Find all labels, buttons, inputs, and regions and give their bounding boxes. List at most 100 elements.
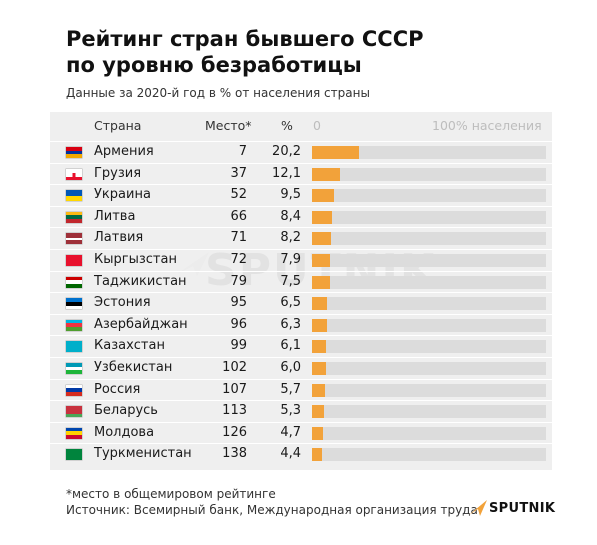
bar-track [312,297,546,311]
row-divider [50,313,552,315]
row-divider [50,270,552,272]
flag-uzbekistan-icon [66,363,82,374]
bar-track [312,426,546,440]
bar-track [312,362,546,375]
world-rank: 7 [238,144,247,159]
bar [312,448,323,462]
logo-text: SPUTNIK [489,501,556,516]
bar [312,275,330,289]
bar-track [312,340,546,354]
country-name: Туркменистан [94,446,192,462]
table-row: Казахстан 99 6,1 [0,336,597,357]
flag-kyrgyzstan-icon [66,255,82,266]
bar [312,146,360,159]
flag-estonia-icon [66,298,82,310]
country-name: Беларусь [94,403,158,419]
row-divider [50,205,552,207]
flag-lithuania-icon [66,211,82,223]
unemployment-percent: 5,3 [280,403,301,419]
row-divider [50,184,552,186]
bar-track [312,210,546,224]
row-divider [50,400,552,402]
flag-belarus-icon [66,406,82,418]
world-rank: 95 [230,295,247,311]
unemployment-percent: 5,7 [280,381,301,397]
country-name: Узбекистан [94,360,173,375]
unemployment-percent: 4,4 [280,446,301,462]
row-divider [50,141,552,142]
bar [312,167,341,181]
table-row: Таджикистан 79 7,5 [0,272,597,293]
bar [312,405,325,419]
country-name: Армения [94,144,154,159]
country-name: Казахстан [94,338,165,354]
bar [312,426,323,440]
header-place: Место* [205,118,252,133]
table-row: Туркменистан 138 4,4 [0,444,597,465]
flag-azerbaijan-icon [66,319,82,331]
table-row: Кыргызстан 72 7,9 [0,250,597,271]
world-rank: 126 [222,424,247,440]
world-rank: 66 [230,208,247,224]
bar [312,210,332,224]
unemployment-percent: 7,9 [280,252,301,267]
chart-title: Рейтинг стран бывшего СССР по уровню без… [66,26,424,78]
flag-armenia-icon [66,147,82,158]
flag-georgia-icon [66,168,82,180]
flag-latvia-icon [66,233,82,245]
country-name: Таджикистан [94,273,187,289]
bar [312,254,331,267]
bar [312,232,332,246]
row-divider [50,357,552,358]
country-name: Литва [94,208,136,224]
bar-track [312,254,546,267]
row-divider [50,162,552,164]
bar-track [312,167,546,181]
world-rank: 72 [230,252,247,267]
table-row: Латвия 71 8,2 [0,228,597,249]
country-name: Кыргызстан [94,252,177,267]
world-rank: 96 [230,316,247,332]
unemployment-percent: 7,5 [280,273,301,289]
bar-track [312,146,546,159]
row-divider [50,443,552,445]
flag-russia-icon [66,384,82,396]
unemployment-percent: 4,7 [280,424,301,440]
country-name: Россия [94,381,141,397]
country-name: Украина [94,187,151,203]
row-divider [50,249,552,250]
flag-kazakhstan-icon [66,341,82,353]
table-row: Литва 66 8,4 [0,207,597,228]
table-row: Узбекистан 102 6,0 [0,358,597,379]
watermark-arrow-icon [175,248,211,282]
world-rank: 107 [222,381,247,397]
world-rank: 79 [230,273,247,289]
header-pct: % [281,118,293,133]
world-rank: 138 [222,446,247,462]
header-country: Страна [94,118,142,133]
bar-track [312,383,546,397]
source-note: Источник: Всемирный банк, Международная … [66,503,478,517]
unemployment-percent: 6,3 [280,316,301,332]
table-row: Эстония 95 6,5 [0,293,597,314]
country-name: Азербайджан [94,316,188,332]
unemployment-percent: 6,1 [280,338,301,354]
unemployment-percent: 12,1 [272,165,301,181]
bar-track [312,275,546,289]
row-divider [50,227,552,229]
table-row: Азербайджан 96 6,3 [0,315,597,336]
world-rank: 71 [230,230,247,246]
axis-zero-label: 0 [313,118,321,133]
row-divider [50,292,552,294]
bar-track [312,405,546,419]
flag-turkmenistan-icon [66,449,82,461]
world-rank: 113 [222,403,247,419]
country-name: Эстония [94,295,151,311]
world-rank: 102 [222,360,247,375]
bar [312,318,327,332]
unemployment-percent: 9,5 [280,187,301,203]
bar [312,189,335,203]
bar-track [312,189,546,203]
bar [312,383,326,397]
bar [312,297,328,311]
